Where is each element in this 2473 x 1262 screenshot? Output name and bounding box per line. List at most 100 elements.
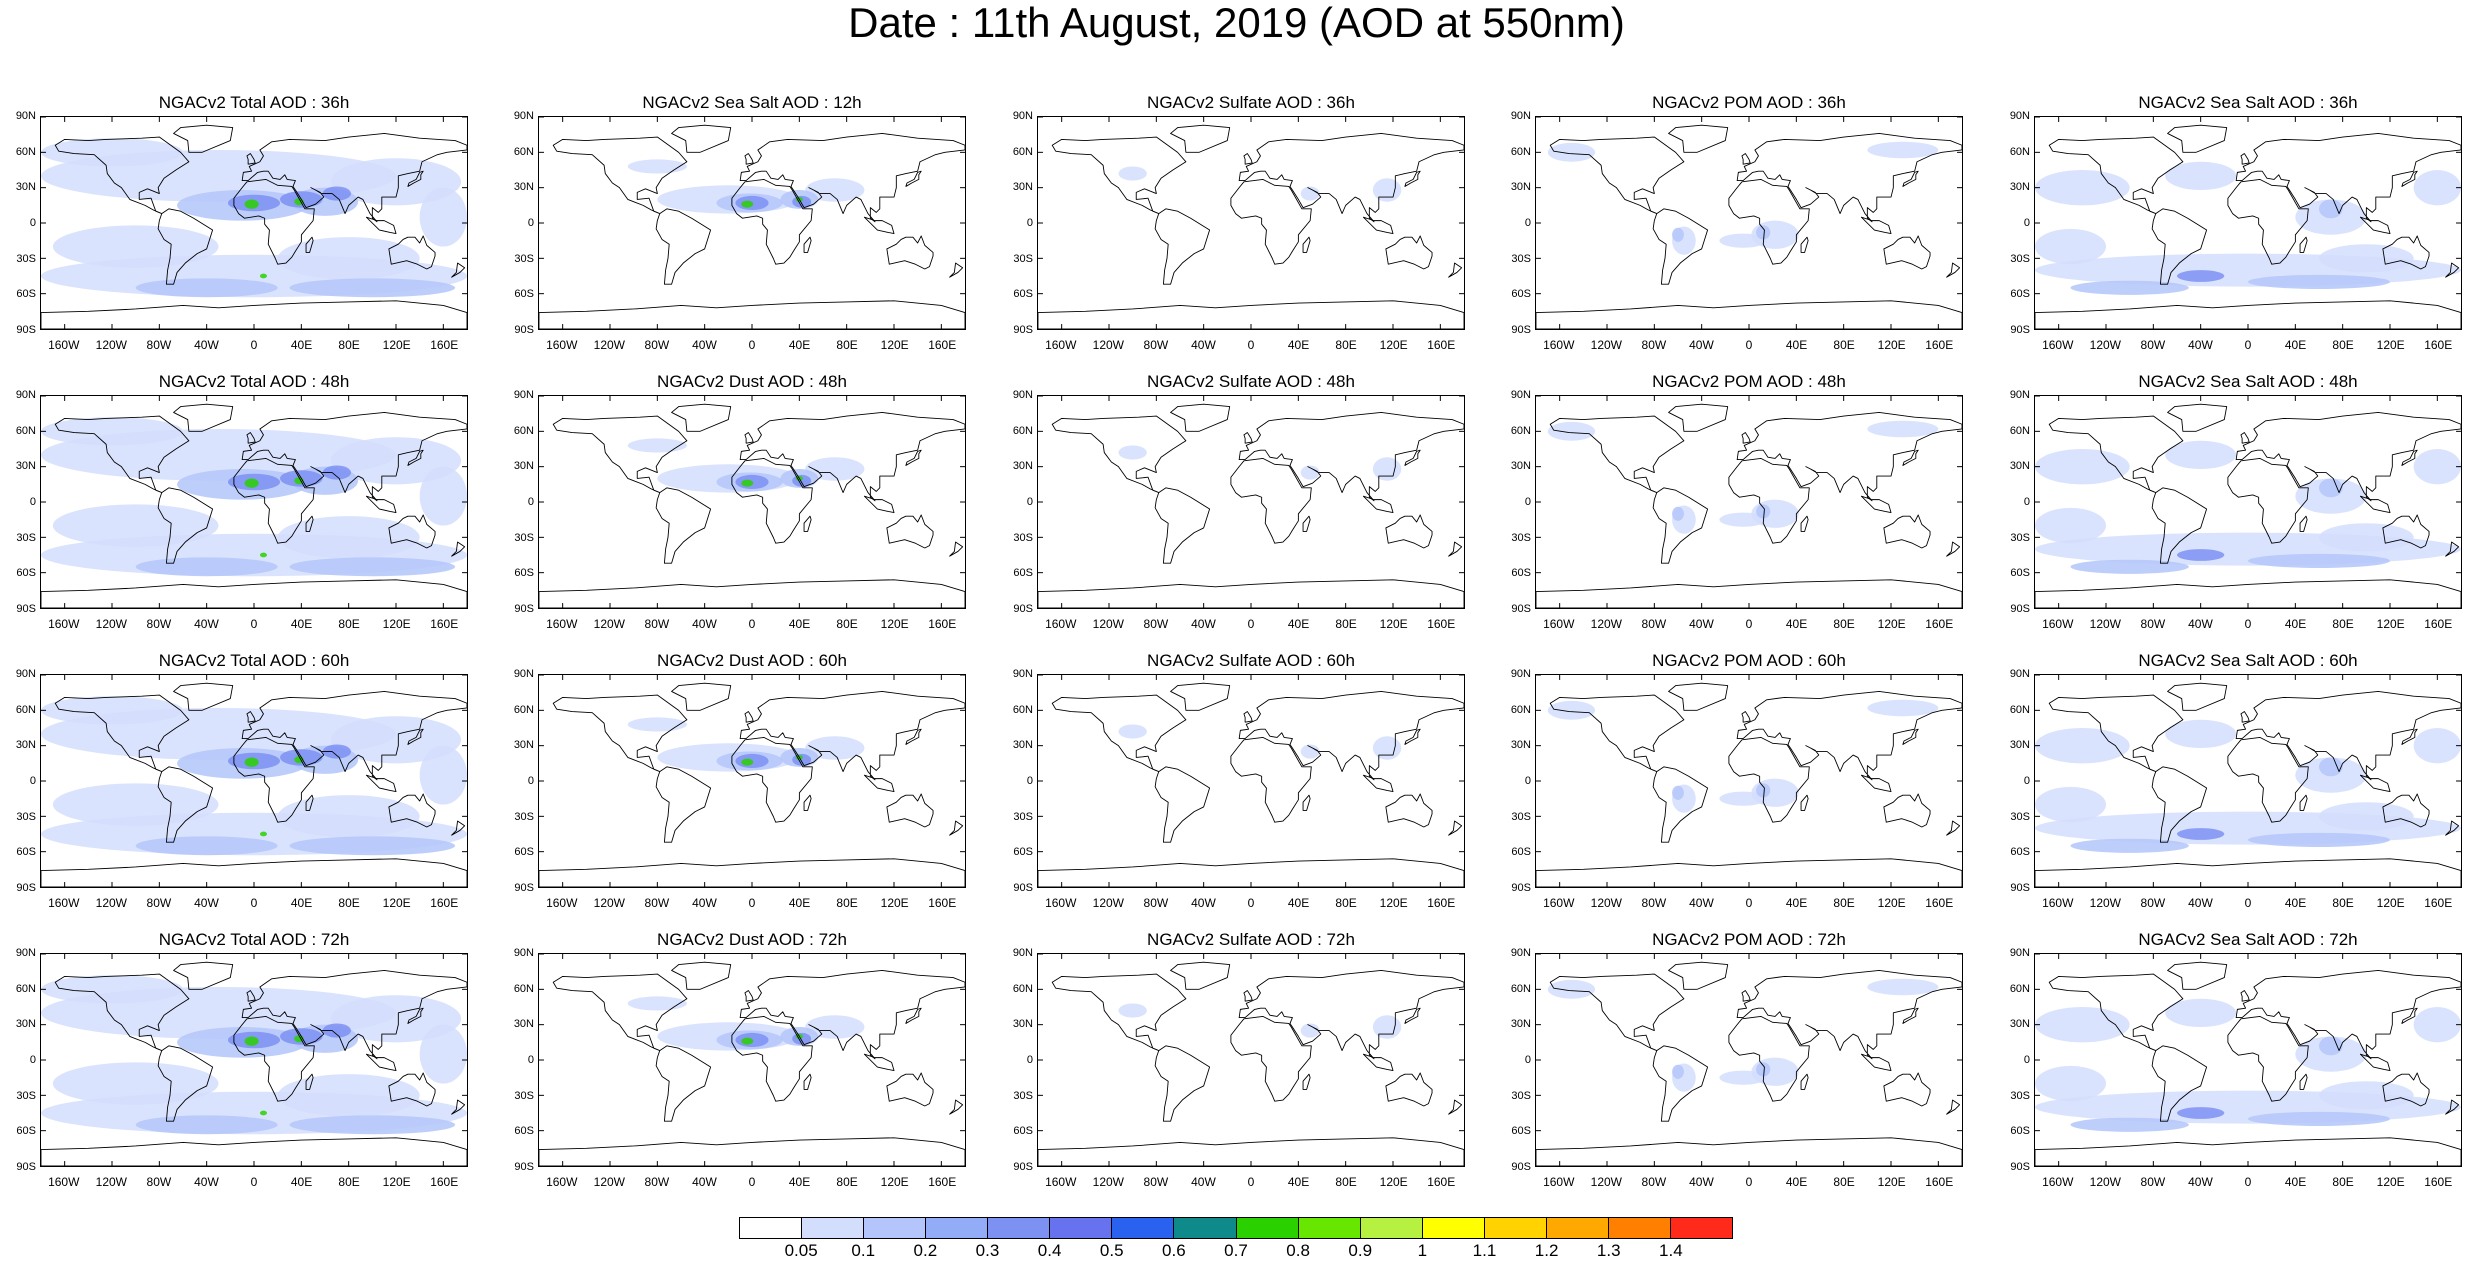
lon-tick-label: 160E bbox=[1925, 896, 1954, 910]
lon-tick-label: 80E bbox=[836, 338, 858, 352]
coastline-north-america bbox=[2048, 694, 2184, 773]
lon-tick-label: 80W bbox=[1641, 338, 1667, 352]
coastline-japan bbox=[1902, 1007, 1919, 1024]
coastline-madagascar bbox=[305, 1073, 314, 1090]
lon-tick-label: 160W bbox=[546, 338, 578, 352]
map-svg bbox=[2034, 674, 2462, 888]
world-map bbox=[538, 674, 966, 888]
lon-tick-label: 40E bbox=[1785, 617, 1808, 631]
aod-field bbox=[2177, 828, 2225, 840]
aod-field bbox=[2177, 270, 2225, 282]
lon-tick-label: 0 bbox=[748, 338, 756, 352]
lat-tick-label: 0 bbox=[2023, 496, 2030, 508]
coastline-antarctica bbox=[40, 579, 468, 609]
aod-field bbox=[2413, 728, 2461, 764]
aod-field bbox=[2413, 1007, 2461, 1043]
lat-tick-label: 60S bbox=[514, 846, 534, 859]
lat-tick-label: 0 bbox=[1524, 1054, 1531, 1066]
colorbar-label: 1 bbox=[1417, 1241, 1428, 1260]
lat-tick-label: 90N bbox=[1012, 668, 1033, 680]
world-map bbox=[2034, 395, 2462, 609]
lat-tick-label: 90S bbox=[16, 882, 36, 894]
aod-field bbox=[805, 178, 865, 202]
lat-tick-label: 0 bbox=[29, 496, 36, 508]
lon-tick-label: 40W bbox=[1689, 338, 1714, 352]
lon-tick-label: 160E bbox=[928, 1175, 957, 1189]
coastline-africa bbox=[2227, 1015, 2309, 1102]
lat-tick-label: 0 bbox=[1026, 775, 1033, 787]
coastline-greenland bbox=[671, 682, 732, 711]
lat-tick-label: 0 bbox=[1026, 496, 1033, 508]
aod-field bbox=[741, 200, 754, 208]
aod-field bbox=[805, 736, 865, 760]
coastline-greenland bbox=[671, 961, 732, 990]
colorbar-label: 1.3 bbox=[1596, 1241, 1621, 1260]
aod-field bbox=[2165, 440, 2237, 470]
map-panel: NGACv2 Total AOD : 48h 90N 60N 30N 0 30S 60S 90… bbox=[0, 371, 500, 641]
map-svg bbox=[40, 395, 468, 609]
lat-tick-label: 90N bbox=[2009, 389, 2030, 401]
coastline-uk bbox=[1243, 990, 1253, 1002]
aod-field bbox=[2319, 523, 2414, 552]
coastline-madagascar bbox=[305, 794, 314, 811]
lat-tick-label: 30S bbox=[1511, 1089, 1531, 1102]
coastline-indonesia bbox=[365, 495, 397, 514]
colorbar-swatch bbox=[1174, 1218, 1237, 1238]
lon-tick-label: 80W bbox=[644, 617, 670, 631]
lon-tick-label: 120E bbox=[880, 896, 909, 910]
coastline-europe-asia bbox=[739, 132, 966, 223]
lat-tick-label: 90S bbox=[16, 1161, 36, 1173]
aod-field bbox=[1867, 420, 1939, 438]
colorbar-swatch bbox=[988, 1218, 1051, 1238]
colorbar-swatch bbox=[1050, 1218, 1113, 1238]
lon-tick-label: 80E bbox=[1335, 1175, 1357, 1189]
lon-tick-label: 80E bbox=[338, 1175, 360, 1189]
coastline-antarctica bbox=[1535, 1137, 1963, 1167]
world-map bbox=[538, 395, 966, 609]
lon-tick-label: 0 bbox=[2244, 617, 2252, 631]
coastline-south-america bbox=[157, 766, 214, 843]
coastline-europe-asia bbox=[1736, 411, 1963, 502]
panel-title: NGACv2 Total AOD : 72h bbox=[158, 930, 350, 949]
lon-tick-label: 120E bbox=[1877, 617, 1906, 631]
aod-field bbox=[2319, 244, 2414, 273]
lon-tick-label: 80E bbox=[1335, 617, 1357, 631]
lon-tick-label: 40E bbox=[788, 338, 811, 352]
coastline-north-america bbox=[1549, 136, 1685, 215]
coastline-africa bbox=[233, 1015, 315, 1102]
colorbar-swatch bbox=[864, 1218, 927, 1238]
coastline-new-zealand bbox=[1448, 820, 1463, 836]
aod-field bbox=[244, 199, 259, 209]
lon-tick-label: 120E bbox=[880, 617, 909, 631]
lat-tick-label: 60S bbox=[1511, 288, 1531, 301]
coastline-australia bbox=[2382, 1072, 2430, 1107]
lat-tick-label: 90N bbox=[1012, 947, 1033, 959]
coastline-japan bbox=[407, 449, 424, 466]
lon-tick-label: 120E bbox=[1877, 1175, 1906, 1189]
coastline-madagascar bbox=[1302, 236, 1311, 253]
aod-field bbox=[1867, 699, 1939, 717]
aod-field bbox=[805, 457, 865, 481]
coastline-indonesia bbox=[1860, 774, 1892, 793]
lon-tick-label: 120W bbox=[2089, 617, 2121, 631]
lon-tick-label: 40E bbox=[2284, 338, 2307, 352]
lon-tick-label: 80W bbox=[644, 1175, 670, 1189]
coastline-madagascar bbox=[803, 515, 812, 532]
lon-tick-label: 160W bbox=[48, 338, 80, 352]
lon-tick-label: 80E bbox=[1833, 1175, 1855, 1189]
aod-field bbox=[135, 278, 278, 298]
lon-tick-label: 0 bbox=[250, 896, 258, 910]
lat-tick-label: 30N bbox=[1510, 181, 1531, 194]
lon-tick-label: 120E bbox=[1379, 338, 1408, 352]
lon-tick-label: 80E bbox=[2332, 617, 2354, 631]
coastline-africa bbox=[2227, 457, 2309, 544]
coastline-australia bbox=[886, 1072, 934, 1107]
coastline-greenland bbox=[1170, 403, 1231, 432]
aod-field bbox=[259, 552, 268, 558]
coastline-north-america bbox=[54, 136, 190, 215]
lon-tick-label: 80E bbox=[2332, 338, 2354, 352]
lon-tick-label: 80W bbox=[146, 896, 172, 910]
aod-field bbox=[289, 557, 456, 577]
aod-field bbox=[741, 479, 754, 487]
coastline-indonesia bbox=[2359, 216, 2391, 235]
